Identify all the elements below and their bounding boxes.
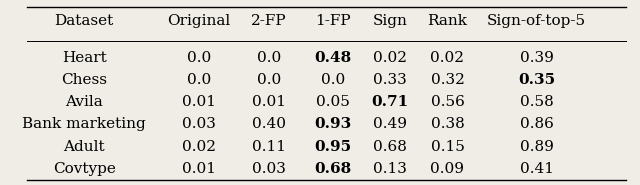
- Text: Heart: Heart: [62, 51, 107, 65]
- Text: 0.01: 0.01: [182, 95, 216, 109]
- Text: 0.48: 0.48: [314, 51, 351, 65]
- Text: 0.39: 0.39: [520, 51, 554, 65]
- Text: 0.03: 0.03: [182, 117, 216, 131]
- Text: 0.11: 0.11: [252, 139, 286, 154]
- Text: Sign-of-top-5: Sign-of-top-5: [487, 14, 586, 28]
- Text: 0.58: 0.58: [520, 95, 554, 109]
- Text: 0.41: 0.41: [520, 162, 554, 176]
- Text: 0.33: 0.33: [373, 73, 407, 87]
- Text: 0.40: 0.40: [252, 117, 286, 131]
- Text: 0.09: 0.09: [431, 162, 465, 176]
- Text: Sign: Sign: [372, 14, 408, 28]
- Text: 0.03: 0.03: [252, 162, 286, 176]
- Text: 0.0: 0.0: [187, 73, 211, 87]
- Text: Avila: Avila: [65, 95, 103, 109]
- Text: 0.95: 0.95: [314, 139, 351, 154]
- Text: 0.89: 0.89: [520, 139, 554, 154]
- Text: 0.71: 0.71: [371, 95, 409, 109]
- Text: 0.01: 0.01: [182, 162, 216, 176]
- Text: 0.02: 0.02: [431, 51, 465, 65]
- Text: 0.32: 0.32: [431, 73, 465, 87]
- Text: 0.35: 0.35: [518, 73, 556, 87]
- Text: Bank marketing: Bank marketing: [22, 117, 146, 131]
- Text: Chess: Chess: [61, 73, 108, 87]
- Text: 0.0: 0.0: [257, 51, 281, 65]
- Text: 0.02: 0.02: [373, 51, 407, 65]
- Text: 0.86: 0.86: [520, 117, 554, 131]
- Text: 0.02: 0.02: [182, 139, 216, 154]
- Text: 0.15: 0.15: [431, 139, 465, 154]
- Text: 0.93: 0.93: [314, 117, 351, 131]
- Text: 0.0: 0.0: [187, 51, 211, 65]
- Text: Original: Original: [167, 14, 230, 28]
- Text: 0.38: 0.38: [431, 117, 464, 131]
- Text: 0.13: 0.13: [373, 162, 407, 176]
- Text: 0.68: 0.68: [314, 162, 351, 176]
- Text: 0.0: 0.0: [321, 73, 345, 87]
- Text: 2-FP: 2-FP: [252, 14, 287, 28]
- Text: Adult: Adult: [63, 139, 105, 154]
- Text: 0.0: 0.0: [257, 73, 281, 87]
- Text: 0.49: 0.49: [373, 117, 407, 131]
- Text: Dataset: Dataset: [54, 14, 114, 28]
- Text: Rank: Rank: [428, 14, 467, 28]
- Text: 0.05: 0.05: [316, 95, 349, 109]
- Text: 1-FP: 1-FP: [315, 14, 351, 28]
- Text: Covtype: Covtype: [52, 162, 116, 176]
- Text: 0.01: 0.01: [252, 95, 286, 109]
- Text: 0.56: 0.56: [431, 95, 465, 109]
- Text: 0.68: 0.68: [373, 139, 407, 154]
